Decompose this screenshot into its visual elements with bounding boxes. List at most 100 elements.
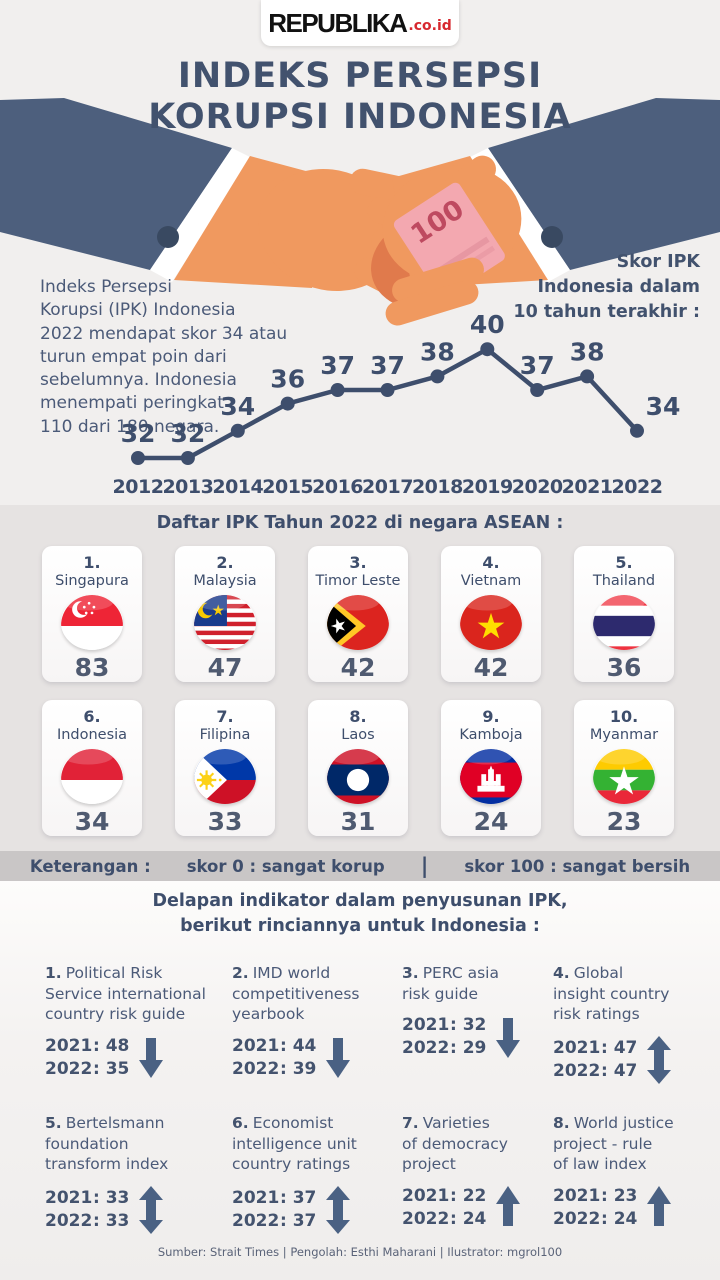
indicator-title: 4. Global insight country risk ratings (553, 964, 670, 1024)
legend-divider: | (420, 854, 429, 878)
indicators-section-background (0, 881, 720, 1280)
country-rank: 5. (615, 553, 633, 572)
trend-value-label: 38 (420, 337, 455, 366)
indicator-number: 8. (553, 1114, 570, 1132)
country-rank: 2. (216, 553, 234, 572)
left-sleeve-button (157, 226, 179, 248)
indicator-2021-value: 2021: 23 (553, 1185, 638, 1206)
trend-point (480, 342, 495, 357)
country-rank: 4. (482, 553, 500, 572)
trend-down-icon (138, 1036, 164, 1079)
country-score: 42 (473, 653, 509, 682)
page-title-line2: KORUPSI INDONESIA (148, 96, 572, 137)
indicator-2022-value: 2022: 29 (402, 1038, 487, 1059)
asean-heading: Daftar IPK Tahun 2022 di negara ASEAN : (156, 513, 564, 533)
cambodia-flag-icon (460, 749, 522, 804)
trend-point (380, 383, 395, 397)
laos-flag-icon (327, 749, 389, 804)
myanmar-flag-icon (593, 749, 655, 804)
country-name: Indonesia (56, 727, 128, 744)
trend-point (580, 369, 595, 384)
indicator-2022-value: 2022: 47 (553, 1061, 638, 1082)
indicator-8: 8. World justice project - rule of law in… (553, 1113, 713, 1229)
money-denomination: 100 (406, 194, 470, 251)
singapore-flag-icon (61, 595, 123, 650)
page-title: INDEKS PERSEPSI KORUPSI INDONESIA (0, 56, 720, 137)
legend-low: skor 0 : sangat korup (186, 856, 385, 876)
country-score: 42 (340, 653, 376, 682)
trend-year-label: 2014 (212, 476, 263, 498)
country-rank: 9. (482, 707, 500, 726)
indicator-2021-value: 2021: 32 (402, 1015, 487, 1036)
indicator-2021-value: 2021: 22 (402, 1185, 487, 1206)
asean-country-cards: 1. Singapura 83 2. Malaysia (42, 546, 678, 836)
trend-flat-icon (646, 1035, 672, 1084)
country-card-vietnam: 4. Vietnam 42 (441, 546, 541, 682)
indicator-title: 1. Political Risk Service international c… (45, 964, 206, 1024)
trend-point (131, 451, 145, 465)
trend-value-label: 38 (570, 337, 605, 366)
indicator-2: 2. IMD world competitiveness yearbook 202… (232, 963, 414, 1079)
country-score: 24 (473, 807, 509, 836)
indicator-2022-value: 2022: 35 (45, 1058, 130, 1079)
brand-name: REPUBLIKA (268, 7, 408, 38)
country-score: 31 (340, 807, 376, 836)
trend-value-label: 32 (171, 419, 206, 448)
trend-value-label: 40 (470, 310, 505, 339)
trend-year-label: 2017 (362, 476, 413, 498)
country-card-malaysia: 2. Malaysia 47 (175, 546, 275, 682)
indicator-number: 5. (45, 1114, 62, 1132)
legend-high: skor 100 : sangat bersih (464, 856, 691, 876)
trend-value-label: 37 (320, 351, 355, 380)
trend-value-label: 36 (270, 365, 305, 394)
country-card-singapore: 1. Singapura 83 (42, 546, 142, 682)
trend-value-label: 37 (520, 351, 555, 380)
trend-year-label: 2013 (162, 476, 213, 498)
trend-year-label: 2018 (412, 476, 463, 498)
country-score: 36 (606, 653, 642, 682)
country-card-thailand: 5. Thailand 36 (574, 546, 674, 682)
vietnam-flag-icon (460, 595, 522, 650)
trend-flat-icon (325, 1185, 351, 1234)
indicator-2021-value: 2021: 47 (553, 1038, 638, 1059)
indicator-2021-value: 2021: 33 (45, 1188, 130, 1209)
brand-suffix: .co.id (408, 18, 452, 34)
trend-year-label: 2020 (512, 476, 563, 498)
indicator-4: 4. Global insight country risk ratings 20… (553, 963, 713, 1084)
country-score: 83 (74, 653, 110, 682)
trend-value-label: 32 (121, 419, 156, 448)
indicator-2022-value: 2022: 24 (402, 1208, 487, 1229)
republika-logo: REPUBLIKA .co.id (261, 0, 459, 46)
intro-paragraph: Indeks Persepsi Korupsi (IPK) Indonesia … (40, 277, 288, 437)
indicator-title: 8. World justice project - rule of law in… (553, 1114, 674, 1174)
indicator-2021-value: 2021: 48 (45, 1035, 130, 1056)
indicator-7: 7. Varieties of democracy project 2021: 2… (402, 1113, 552, 1229)
trend-point (530, 383, 545, 397)
indicator-5: 5. Bertelsmann foundation transform index… (45, 1113, 227, 1234)
right-sleeve-button (541, 226, 563, 248)
thailand-flag-icon (593, 595, 655, 650)
country-name: Malaysia (193, 573, 257, 590)
country-name: Thailand (592, 573, 656, 590)
indicator-2021-value: 2021: 44 (232, 1035, 317, 1056)
country-rank: 1. (83, 553, 101, 572)
country-name: Filipina (199, 727, 251, 744)
indicator-2022-value: 2022: 33 (45, 1211, 130, 1232)
timor-leste-flag-icon (327, 595, 389, 650)
country-card-indonesia: 6. Indonesia 34 (42, 700, 142, 836)
trend-year-label: 2022 (612, 476, 663, 498)
trend-point (180, 451, 195, 465)
trend-flat-icon (138, 1185, 164, 1234)
trend-point (430, 369, 445, 384)
trend-year-label: 2015 (262, 476, 313, 498)
trend-down-icon (495, 1016, 521, 1058)
country-name: Laos (341, 727, 375, 744)
country-card-cambodia: 9. Kamboja 24 (441, 700, 541, 836)
country-rank: 6. (83, 707, 101, 726)
country-card-timor-leste: 3. Timor Leste 42 (308, 546, 408, 682)
country-score: 47 (207, 653, 243, 682)
country-score: 33 (207, 807, 243, 836)
country-name: Timor Leste (315, 573, 401, 590)
trend-point (330, 383, 345, 397)
country-card-myanmar: 10. Myanmar 23 (574, 700, 674, 836)
